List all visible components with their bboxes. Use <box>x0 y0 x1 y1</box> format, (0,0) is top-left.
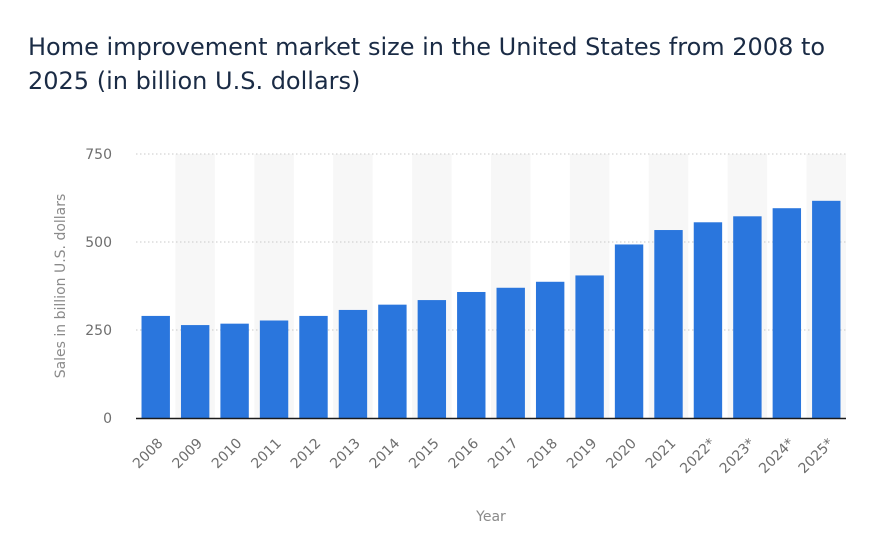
bar-2019[interactable] <box>575 275 604 418</box>
x-tick-label: 2012 <box>288 436 325 473</box>
bar-2024[interactable] <box>772 208 802 418</box>
bar-2020[interactable] <box>614 244 644 418</box>
bar-2013[interactable] <box>338 309 368 418</box>
x-tick-label: 2019 <box>564 436 601 473</box>
x-tick-label: 2020 <box>603 436 640 473</box>
chart-title: Home improvement market size in the Unit… <box>28 33 826 95</box>
bar-2023[interactable] <box>733 216 762 418</box>
x-tick-label: 2021 <box>643 436 680 473</box>
y-tick-label: 250 <box>85 323 112 339</box>
bar-2008[interactable] <box>141 315 170 418</box>
x-axis-ticks: 2008 2009 2010 2011 2012 2013 2014 2015 2016 2017… <box>130 435 837 477</box>
x-tick-label: 2022* <box>677 436 718 477</box>
y-tick-label: 750 <box>85 147 112 163</box>
bar-2017[interactable] <box>496 287 525 418</box>
x-tick-label: 2025* <box>796 436 837 477</box>
bar-2022[interactable] <box>693 222 723 418</box>
y-tick-label: 0 <box>103 411 112 427</box>
bar-2011[interactable] <box>259 320 289 418</box>
x-tick-label: 2015 <box>406 436 443 473</box>
bar-2015[interactable] <box>417 300 447 418</box>
x-tick-label: 2024* <box>756 436 797 477</box>
x-tick-label: 2018 <box>524 436 561 473</box>
bar-2016[interactable] <box>457 291 486 418</box>
x-tick-label: 2023* <box>717 436 758 477</box>
x-tick-label: 2013 <box>327 436 364 473</box>
bar-2012[interactable] <box>299 315 328 418</box>
x-tick-label: 2009 <box>169 436 206 473</box>
x-tick-label: 2014 <box>367 435 404 472</box>
bar-series <box>141 200 841 418</box>
y-tick-label: 500 <box>85 235 112 251</box>
bar-2014[interactable] <box>378 304 407 418</box>
bar-2025[interactable] <box>812 200 841 418</box>
y-axis-ticks: 0 250 500 750 <box>85 147 112 427</box>
bar-2018[interactable] <box>535 281 565 418</box>
x-axis-title: Year <box>475 509 506 525</box>
x-tick-label: 2016 <box>446 435 483 472</box>
y-axis-title: Sales in billion U.S. dollars <box>53 194 69 379</box>
x-tick-label: 2011 <box>248 436 285 473</box>
bar-2010[interactable] <box>220 323 249 418</box>
x-tick-label: 2008 <box>130 436 167 473</box>
x-tick-label: 2010 <box>209 436 246 473</box>
x-tick-label: 2017 <box>485 436 522 473</box>
bar-2009[interactable] <box>180 325 210 418</box>
bar-2021[interactable] <box>654 230 683 418</box>
